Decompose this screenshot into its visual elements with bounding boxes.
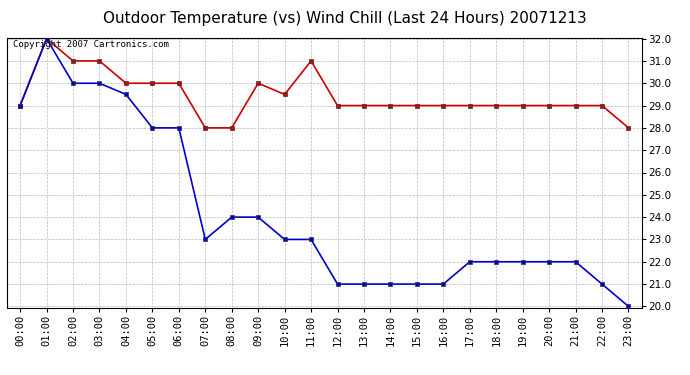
Text: Outdoor Temperature (vs) Wind Chill (Last 24 Hours) 20071213: Outdoor Temperature (vs) Wind Chill (Las… (103, 11, 587, 26)
Text: Copyright 2007 Cartronics.com: Copyright 2007 Cartronics.com (13, 40, 169, 49)
